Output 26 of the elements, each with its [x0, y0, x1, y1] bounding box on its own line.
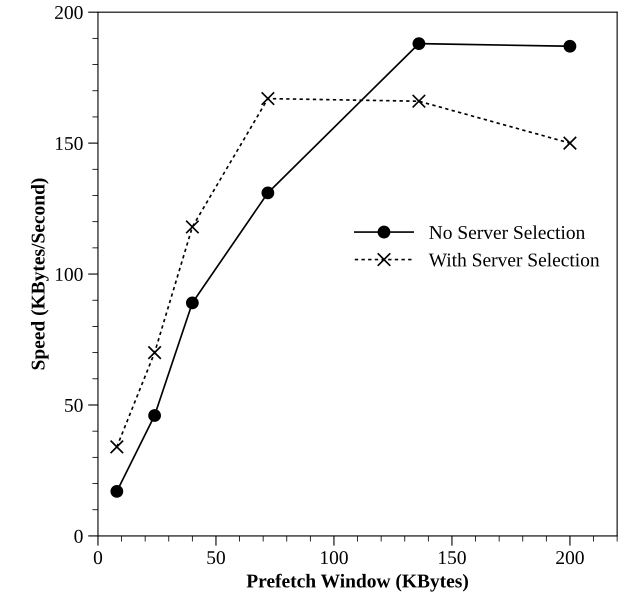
- x-tick-label: 200: [556, 551, 584, 564]
- x-tick-label: 50: [207, 551, 225, 564]
- point: [260, 92, 275, 106]
- legend-label: No Server Selection: [429, 225, 586, 240]
- legend-label: With Server Selection: [428, 252, 600, 267]
- point: [110, 440, 124, 454]
- y-axis-title: Speed (KBytes/Second): [30, 178, 49, 370]
- point: [412, 37, 426, 50]
- point: [110, 485, 124, 498]
- point: [148, 409, 161, 422]
- point: [562, 136, 578, 150]
- x-axis-title: Prefetch Window (KBytes): [246, 574, 468, 592]
- point: [412, 94, 426, 108]
- y-tick-label: 200: [55, 6, 83, 20]
- x-tick-label: 100: [321, 551, 348, 564]
- y-tick-label: 50: [65, 398, 83, 412]
- x-tick-label: 150: [439, 551, 466, 564]
- point: [186, 296, 199, 310]
- y-tick-label: 150: [56, 136, 83, 150]
- point: [564, 40, 576, 53]
- point: [148, 346, 162, 360]
- point: [261, 186, 274, 200]
- y-tick-label: 0: [74, 530, 83, 543]
- x-tick-label: 0: [94, 551, 102, 564]
- point: [185, 220, 200, 234]
- y-tick-label: 100: [56, 268, 83, 281]
